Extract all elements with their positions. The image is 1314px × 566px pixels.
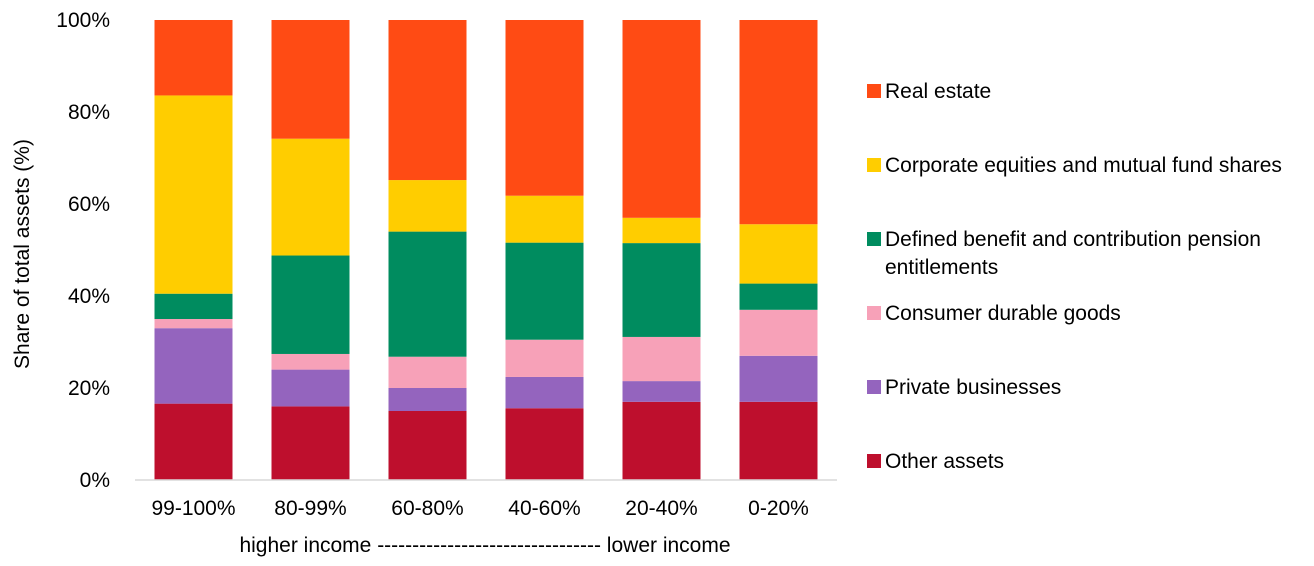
legend: Real estate Corporate equities and mutual… [867,80,1282,473]
bar-segment-real-estate-3 [505,20,584,196]
bar-segment-real-estate-0 [154,20,233,96]
legend-label: Other assets [885,450,1004,473]
legend-swatch [867,380,881,394]
bar-segment-defined-benefit-and-contribution-pension-entitlements-5 [739,283,818,310]
bar-segment-consumer-durable-goods-4 [622,336,701,382]
y-tick-label: 80% [68,101,110,124]
legend-label: Corporate equities and mutual fund share… [885,154,1282,177]
bar-segment-corporate-equities-and-mutual-fund-shares-2 [388,180,467,232]
bar-segment-private-businesses-4 [622,381,701,402]
bar-segment-consumer-durable-goods-3 [505,339,584,377]
bar-segment-corporate-equities-and-mutual-fund-shares-5 [739,224,818,284]
x-tick-label: 40-60% [508,497,580,520]
bar-segment-other-assets-5 [739,401,818,480]
bar-segment-consumer-durable-goods-2 [388,356,467,388]
legend-swatch [867,454,881,468]
bar-segment-other-assets-2 [388,411,467,480]
y-tick-label: 100% [56,9,110,32]
x-tick-label: 99-100% [151,497,235,520]
bar-segment-defined-benefit-and-contribution-pension-entitlements-1 [271,255,350,354]
y-axis-title: Share of total assets (%) [11,139,34,369]
bar-segment-other-assets-0 [154,403,233,480]
x-tick-label: 20-40% [625,497,697,520]
bar-segment-real-estate-5 [739,20,818,225]
bar-segment-private-businesses-3 [505,376,584,409]
y-tick-label: 60% [68,193,110,216]
x-axis-title: higher income --------------------------… [239,534,730,557]
bar-segment-consumer-durable-goods-5 [739,309,818,356]
bar-segment-other-assets-4 [622,401,701,480]
y-tick-label: 0% [80,469,110,492]
x-tick-label: 60-80% [391,497,463,520]
bar-segment-other-assets-1 [271,406,350,480]
bar-segment-defined-benefit-and-contribution-pension-entitlements-2 [388,231,467,357]
legend-swatch [867,232,881,246]
bar-segment-private-businesses-2 [388,388,467,411]
bar-segment-real-estate-1 [271,20,350,139]
x-tick-label: 80-99% [274,497,346,520]
bar-segment-private-businesses-1 [271,369,350,407]
legend-swatch [867,306,881,320]
x-tick-label: 0-20% [748,497,809,520]
bar-segment-real-estate-4 [622,20,701,218]
bar-segment-defined-benefit-and-contribution-pension-entitlements-4 [622,243,701,337]
bar-segment-private-businesses-0 [154,328,233,404]
bar-segment-defined-benefit-and-contribution-pension-entitlements-0 [154,293,233,319]
y-tick-label: 20% [68,377,110,400]
bar-segment-defined-benefit-and-contribution-pension-entitlements-3 [505,242,584,340]
bar-segment-consumer-durable-goods-0 [154,319,233,329]
legend-label: Private businesses [885,376,1061,399]
bar-segment-real-estate-2 [388,20,467,181]
legend-label: Real estate [885,80,991,103]
bar-segment-corporate-equities-and-mutual-fund-shares-4 [622,217,701,244]
bar-segment-corporate-equities-and-mutual-fund-shares-0 [154,95,233,294]
y-tick-label: 40% [68,285,110,308]
bar-segment-consumer-durable-goods-1 [271,353,350,370]
legend-swatch [867,158,881,172]
legend-swatch [867,84,881,98]
bar-segment-corporate-equities-and-mutual-fund-shares-3 [505,195,584,243]
legend-label: Consumer durable goods [885,302,1121,325]
bar-segment-private-businesses-5 [739,355,818,402]
legend-label: Defined benefit and contribution pension… [885,228,1261,279]
bar-segment-corporate-equities-and-mutual-fund-shares-1 [271,138,350,256]
bar-segment-other-assets-3 [505,408,584,480]
